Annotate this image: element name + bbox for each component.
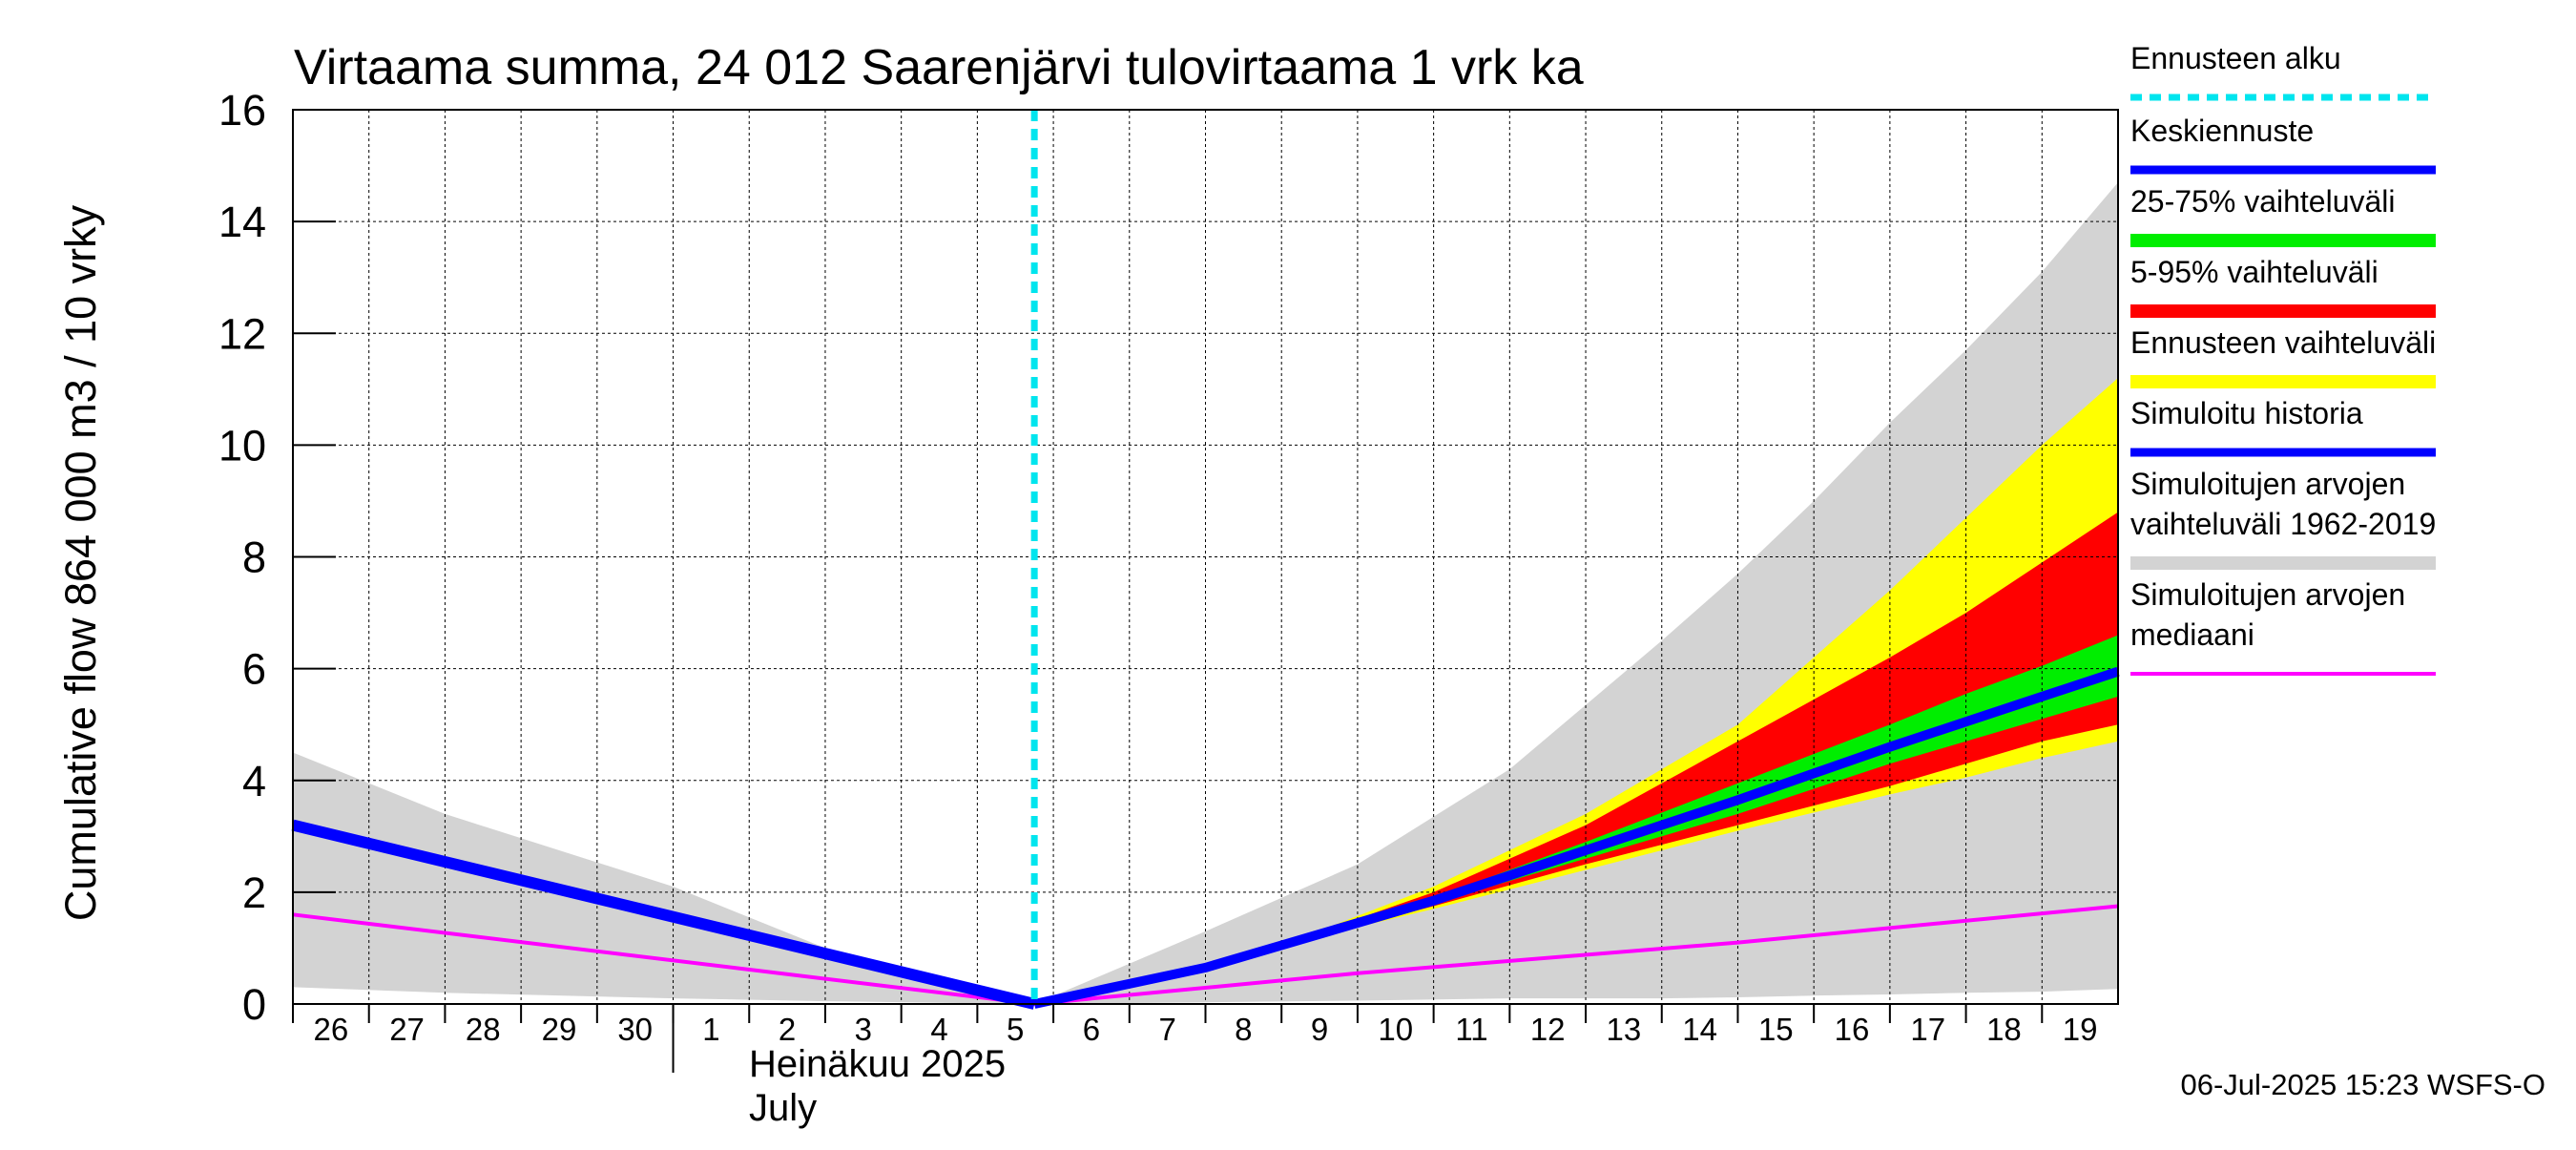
legend-label: Simuloitujen arvojen [2130, 467, 2405, 501]
y-axis-label: Cumulative flow 864 000 m3 / 10 vrky [56, 204, 105, 921]
x-tick-label: 28 [466, 1012, 501, 1047]
x-tick-label: 5 [1007, 1012, 1024, 1047]
legend-item-band-5-95: 5-95% vaihteluväli [2130, 255, 2436, 318]
x-tick-label: 11 [1455, 1012, 1487, 1047]
historical-median-line [292, 904, 2119, 1006]
legend-label: Simuloitujen arvojen [2130, 577, 2405, 612]
legend-item-historical-median: Simuloitujen arvojen mediaani [2130, 577, 2436, 676]
y-tick-label: 10 [218, 421, 266, 470]
y-tick-label: 12 [218, 309, 266, 358]
legend-label: Ennusteen vaihteluväli [2130, 325, 2436, 360]
x-tick-label: 2 [779, 1012, 796, 1047]
legend-label: 25-75% vaihteluväli [2130, 184, 2396, 219]
x-tick-label: 26 [313, 1012, 348, 1047]
x-tick-label: 6 [1083, 1012, 1100, 1047]
legend-label: mediaani [2130, 617, 2254, 652]
legend-label: vaihteluväli 1962-2019 [2130, 507, 2436, 541]
mean-forecast-line [1033, 666, 2120, 1009]
x-tick-label: 16 [1835, 1012, 1870, 1047]
x-tick-label: 17 [1910, 1012, 1945, 1047]
x-tick-label: 7 [1158, 1012, 1175, 1047]
y-tick-label: 8 [242, 533, 266, 582]
grid-layer [293, 110, 2118, 1004]
x-tick-label: 18 [1986, 1012, 2022, 1047]
x-tick-label: 27 [389, 1012, 425, 1047]
legend-item-band-25-75: 25-75% vaihteluväli [2130, 184, 2436, 247]
legend-item-mean-forecast: Keskiennuste [2130, 114, 2436, 175]
legend-label: 5-95% vaihteluväli [2130, 255, 2379, 289]
month-label-fi: Heinäkuu 2025 [749, 1043, 1006, 1085]
x-tick-label: 10 [1378, 1012, 1413, 1047]
x-tick-label: 14 [1682, 1012, 1717, 1047]
y-tick-label: 4 [242, 757, 266, 805]
x-tick-label: 15 [1758, 1012, 1794, 1047]
y-tick-label: 6 [242, 645, 266, 694]
simulated-history-line [291, 819, 1036, 1010]
y-tick-label: 16 [218, 86, 266, 135]
legend: Ennusteen alku Keskiennuste 25-75% vaihtel… [2130, 41, 2436, 676]
y-tick-label: 2 [242, 868, 266, 917]
legend-label: Keskiennuste [2130, 114, 2314, 148]
legend-item-simulated-history: Simuloitu historia [2130, 396, 2436, 457]
x-tick-label: 13 [1607, 1012, 1642, 1047]
legend-item-forecast-start: Ennusteen alku [2130, 41, 2436, 101]
y-tick-label: 0 [242, 980, 266, 1029]
x-tick-label: 8 [1235, 1012, 1252, 1047]
x-tick-label: 9 [1311, 1012, 1328, 1047]
legend-label: Simuloitu historia [2130, 396, 2363, 430]
y-tick-label: 14 [218, 198, 266, 246]
legend-item-historical-range: Simuloitujen arvojen vaihteluväli 1962-20… [2130, 467, 2436, 570]
line-layer [291, 110, 2120, 1010]
x-tick-label: 4 [930, 1012, 947, 1047]
x-tick-label: 19 [2063, 1012, 2098, 1047]
chart-title: Virtaama summa, 24 012 Saarenjärvi tulov… [294, 40, 1584, 95]
x-tick-label: 1 [702, 1012, 719, 1047]
x-tick-label: 30 [617, 1012, 653, 1047]
x-tick-label: 3 [855, 1012, 872, 1047]
legend-item-forecast-range: Ennusteen vaihteluväli [2130, 325, 2436, 388]
x-tick-label: 12 [1530, 1012, 1566, 1047]
footer-timestamp: 06-Jul-2025 15:23 WSFS-O [2180, 1068, 2545, 1101]
x-tick-label: 29 [542, 1012, 577, 1047]
month-label-en: July [749, 1087, 817, 1129]
legend-label: Ennusteen alku [2130, 41, 2341, 75]
